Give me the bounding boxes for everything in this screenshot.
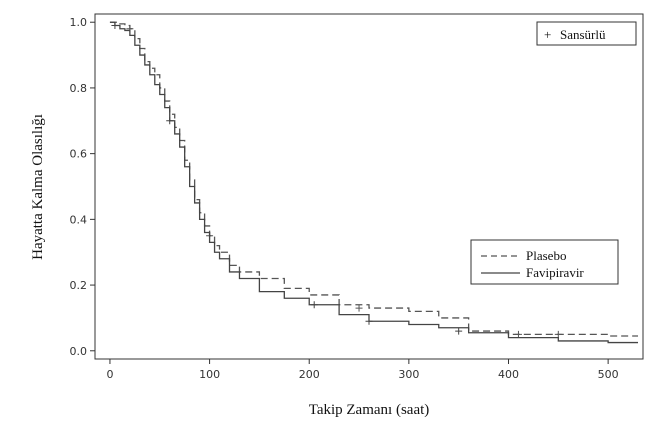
plot-area xyxy=(109,21,639,344)
series-legend: Plasebo Favipiravir xyxy=(470,239,619,285)
censor-legend: + Sansürlü xyxy=(536,21,637,46)
y-axis-title: Hayatta Kalma Olasılığı xyxy=(30,114,46,260)
x-tick-label: 100 xyxy=(199,368,220,381)
censor-mark xyxy=(455,327,463,335)
censor-mark xyxy=(355,304,363,312)
x-tick-label: 300 xyxy=(398,368,419,381)
y-tick-label: 1.0 xyxy=(70,16,88,29)
legend-label-plasebo: Plasebo xyxy=(526,248,566,263)
x-axis: 0 100 200 300 400 500 xyxy=(106,359,619,381)
censor-legend-symbol: + xyxy=(544,27,551,42)
y-tick-label: 0.8 xyxy=(70,82,88,95)
series-legend-box xyxy=(470,239,619,285)
censor-legend-box xyxy=(536,21,637,46)
censor-mark xyxy=(166,117,174,125)
censor-mark xyxy=(514,330,522,338)
x-tick-label: 500 xyxy=(598,368,619,381)
x-axis-title: Takip Zamanı (saat) xyxy=(309,402,430,418)
censor-mark xyxy=(365,317,373,325)
censor-mark xyxy=(111,22,119,29)
y-axis: 0.0 0.2 0.4 0.6 0.8 1.0 xyxy=(70,16,95,358)
plot-frame xyxy=(94,13,644,360)
x-tick-label: 200 xyxy=(299,368,320,381)
censor-legend-label: Sansürlü xyxy=(560,27,606,42)
x-tick-label: 400 xyxy=(498,368,519,381)
censor-mark xyxy=(310,301,318,309)
series-line-plasebo xyxy=(109,21,639,337)
y-tick-label: 0.6 xyxy=(70,148,88,161)
x-tick-label: 0 xyxy=(106,368,113,381)
y-tick-label: 0.2 xyxy=(70,279,88,292)
y-tick-label: 0.0 xyxy=(70,345,88,358)
y-tick-label: 0.4 xyxy=(70,213,88,226)
series-line-favipiravir xyxy=(109,21,639,344)
censor-mark xyxy=(554,330,562,338)
legend-label-favipiravir: Favipiravir xyxy=(526,265,584,280)
